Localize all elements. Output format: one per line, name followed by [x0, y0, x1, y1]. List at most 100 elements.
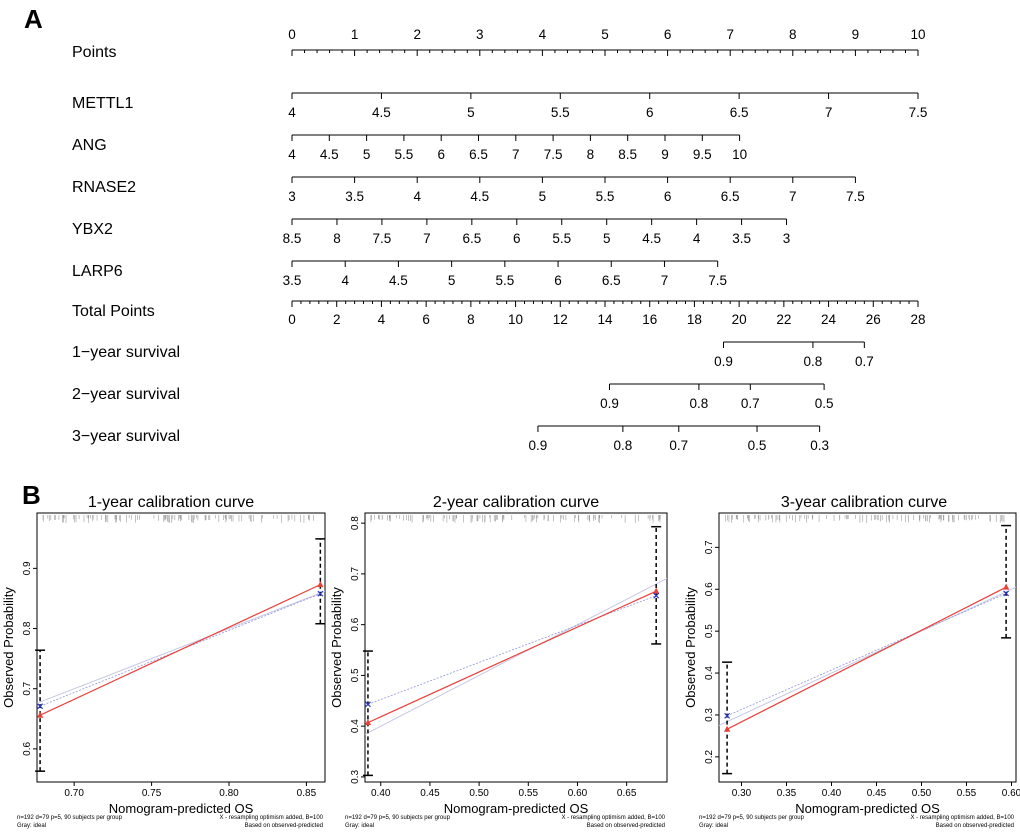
y-axis-label: Observed Probability	[1, 587, 16, 708]
tick-label: 4	[413, 189, 421, 204]
apparent-line	[39, 584, 321, 716]
observed-point	[652, 587, 660, 594]
footnote-right-1: X - resampling optimism added, B=100	[219, 815, 323, 821]
tick-label: 7.5	[909, 105, 928, 120]
row-label-2-year-survival: 2−year survival	[72, 386, 180, 403]
tick-label: 10	[508, 312, 523, 327]
ideal-line	[718, 586, 1017, 726]
x-tick-label: 0.60	[568, 788, 588, 799]
x-tick-label: 0.45	[867, 788, 887, 799]
tick-label: 6.5	[730, 105, 749, 120]
observed-point	[1002, 583, 1010, 590]
tick-label: 6.5	[469, 147, 488, 162]
tick-label: 0.5	[815, 396, 834, 411]
tick-label: 18	[687, 312, 702, 327]
tick-label: 4	[341, 273, 349, 288]
tick-label: 8	[333, 231, 341, 246]
tick-label: 7	[661, 273, 669, 288]
tick-label: 7	[726, 27, 734, 42]
tick-label: 10	[910, 27, 925, 42]
footnote-right-2: Based on observed-predicted	[245, 823, 323, 829]
tick-label: 5.5	[395, 147, 414, 162]
calibration-plot-2-year: 2-year calibration curve 0.40 0.45 0.50 0.55…	[329, 494, 668, 829]
tick-label: 0.8	[613, 438, 632, 453]
bias-corrected-line	[367, 595, 657, 705]
x-tick-label: 0.50	[469, 788, 489, 799]
tick-label: 10	[732, 147, 747, 162]
calibration-plot-1-year: 1-year calibration curve 0.70 0.75 0.80 0.85…	[1, 494, 326, 829]
tick-label: 5.5	[552, 231, 571, 246]
tick-label: 5	[467, 105, 475, 120]
tick-label: 5.5	[596, 189, 615, 204]
row-label-larp6: LARP6	[72, 263, 123, 280]
rug-marks	[42, 515, 314, 523]
y-tick-label: 0.4	[704, 666, 715, 680]
plot-title: 3-year calibration curve	[781, 494, 947, 511]
tick-label: 5.5	[551, 105, 570, 120]
footnote-right-1: X - resampling optimism added, B=100	[910, 815, 1014, 821]
tick-label: 0.5	[748, 438, 767, 453]
y-tick-label: 0.5	[704, 624, 715, 638]
ideal-line	[36, 590, 326, 704]
tick-label: 3	[476, 27, 484, 42]
tick-label: 0.3	[810, 438, 829, 453]
tick-label: 6	[422, 312, 430, 327]
tick-label: 0	[288, 27, 296, 42]
tick-label: 4	[378, 312, 386, 327]
tick-label: 2	[413, 27, 421, 42]
tick-label: 4.5	[642, 231, 661, 246]
y-axis-label: Observed Probability	[329, 587, 344, 708]
y-axis-label: Observed Probability	[683, 587, 698, 708]
tick-label: 8	[467, 312, 475, 327]
tick-label: 0.9	[529, 438, 548, 453]
tick-label: 4	[288, 147, 296, 162]
bias-corrected-point	[653, 592, 660, 599]
tick-label: 0.8	[804, 354, 823, 369]
observed-point	[723, 725, 731, 732]
tick-label: 16	[642, 312, 657, 327]
tick-label: 3	[783, 231, 791, 246]
x-tick-label: 0.65	[617, 788, 637, 799]
x-tick-label: 0.75	[142, 788, 162, 799]
tick-label: 20	[732, 312, 747, 327]
y-tick-label: 0.8	[350, 516, 361, 530]
row-label-ang: ANG	[72, 137, 107, 154]
bias-corrected-point	[365, 701, 371, 708]
apparent-line	[726, 586, 1007, 730]
tick-label: 7.5	[708, 273, 727, 288]
tick-label: 6	[513, 231, 521, 246]
row-label-rnase2: RNASE2	[72, 179, 136, 196]
y-tick-label: 0.8	[22, 621, 33, 635]
tick-label: 5.5	[495, 273, 514, 288]
tick-label: 6.5	[602, 273, 621, 288]
tick-label: 22	[776, 312, 791, 327]
footnote-left-1: n=192 d=79 p=5, 90 subjects per group	[345, 815, 451, 821]
tick-label: 6	[554, 273, 562, 288]
tick-label: 1	[351, 27, 359, 42]
tick-label: 4.5	[372, 105, 391, 120]
plot-frame	[718, 512, 1017, 783]
tick-label: 0.7	[855, 354, 874, 369]
rug-marks	[725, 515, 1005, 523]
tick-label: 0	[288, 312, 296, 327]
plot-frame	[364, 512, 668, 783]
tick-label: 6	[664, 189, 672, 204]
observed-point	[317, 581, 324, 588]
footnote-right-1: X - resampling optimism added, B=100	[561, 815, 665, 821]
tick-label: 0.9	[714, 354, 733, 369]
tick-label: 8.5	[618, 147, 637, 162]
tick-label: 14	[597, 312, 613, 327]
tick-label: 7	[789, 189, 797, 204]
tick-label: 3.5	[732, 231, 751, 246]
x-axis-label: Nomogram-predicted OS	[795, 801, 940, 816]
tick-label: 9	[661, 147, 669, 162]
tick-label: 6	[437, 147, 445, 162]
rug-marks	[370, 515, 661, 523]
tick-label: 9	[852, 27, 860, 42]
bias-corrected-point	[317, 590, 324, 597]
y-tick-label: 0.3	[704, 708, 715, 722]
bias-corrected-line	[726, 593, 1007, 717]
tick-label: 0.9	[600, 396, 619, 411]
